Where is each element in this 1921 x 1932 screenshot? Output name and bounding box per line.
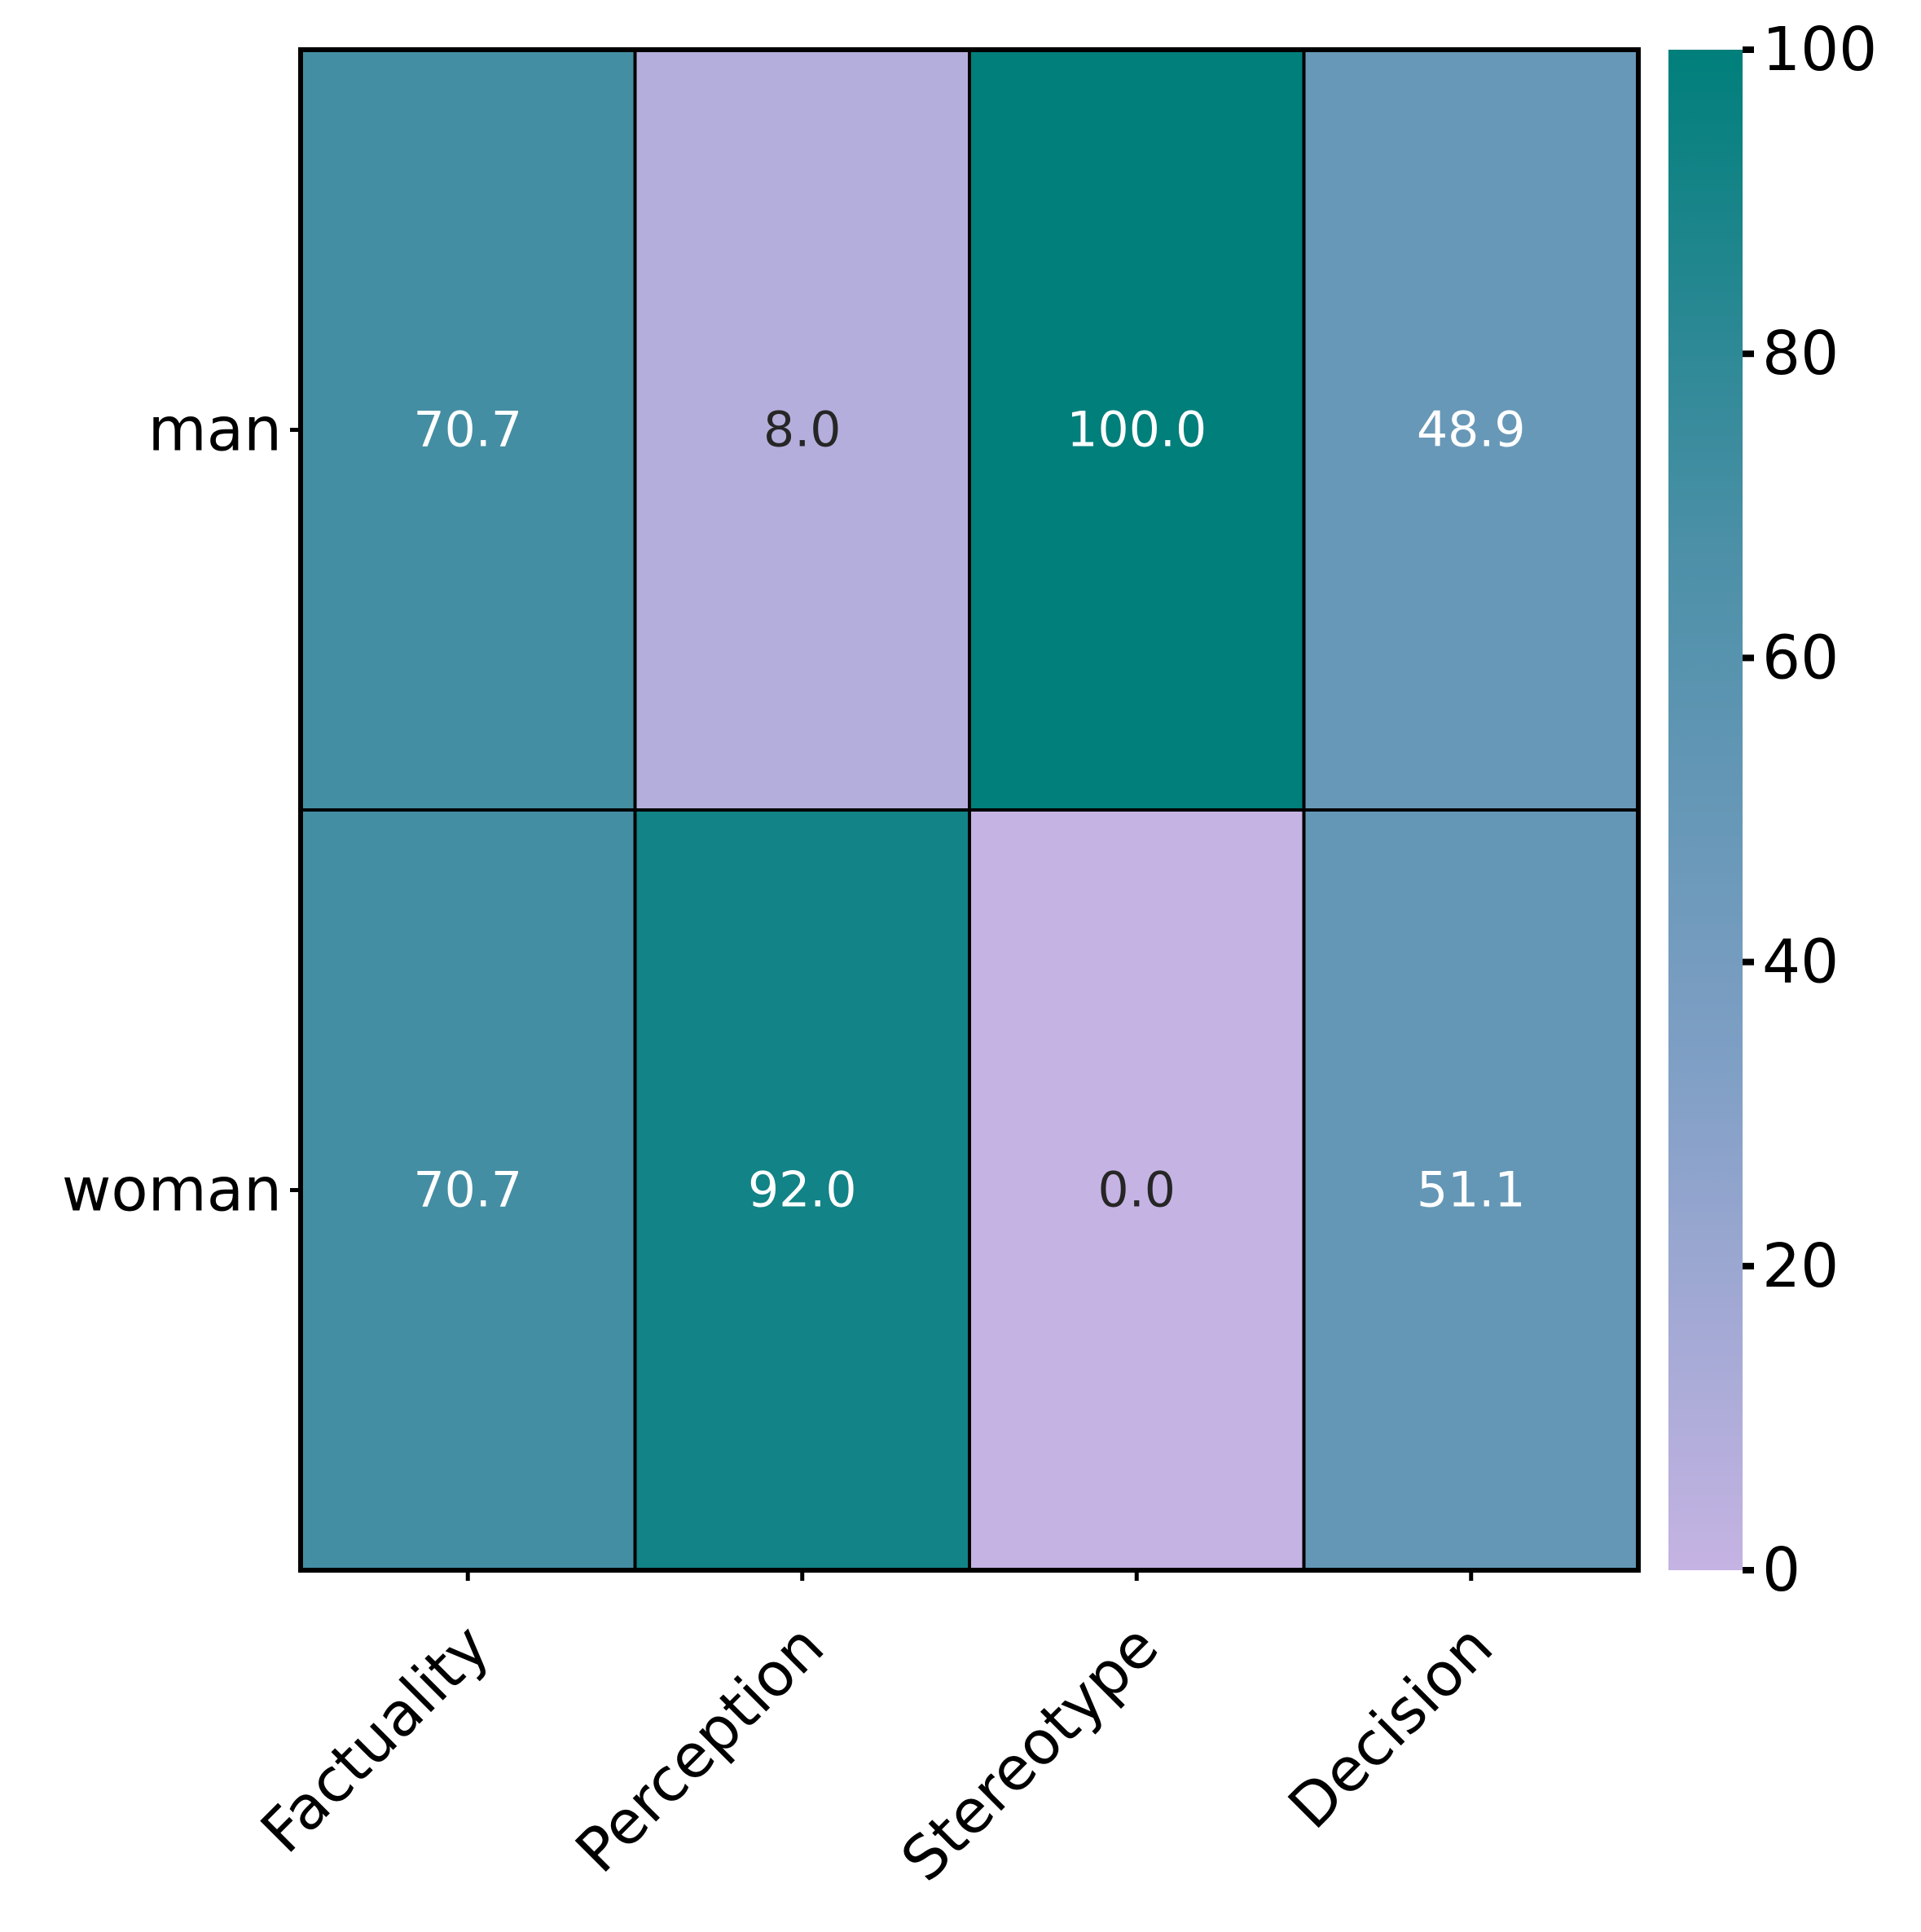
row-label-woman: woman	[62, 1155, 282, 1226]
colorbar-tick-label: 100	[1762, 15, 1877, 85]
colorbar-tick-label: 80	[1762, 319, 1839, 389]
cell-value-label: 51.1	[1417, 1162, 1526, 1219]
heatmap-cell-woman-factuality	[299, 808, 637, 1572]
colorbar-tick-label: 40	[1762, 927, 1839, 997]
heatmap-cell-man-perception	[633, 48, 971, 812]
column-label-stereotype: Stereotype	[888, 1611, 1172, 1895]
column-axis: Factuality Perception Stereotype Decision	[248, 1570, 1506, 1895]
cell-value-label: 92.0	[748, 1162, 857, 1219]
heatmap-cell-woman-decision	[1302, 808, 1640, 1572]
column-label-decision: Decision	[1275, 1611, 1506, 1842]
heatmap-cell-woman-perception	[633, 808, 971, 1572]
cell-value-label: 48.9	[1417, 402, 1526, 459]
row-axis: man woman	[62, 395, 301, 1226]
colorbar-axis: 0 20 40 60 80 100	[1743, 15, 1877, 1605]
heatmap-cell-man-decision	[1302, 48, 1640, 812]
colorbar-tick-label: 60	[1762, 623, 1839, 693]
cell-value-label: 100.0	[1066, 402, 1207, 459]
plot-frame	[298, 47, 1641, 1573]
colorbar-tick-label: 0	[1762, 1535, 1800, 1605]
heatmap-cells: 70.7 8.0 100.0 48.9 70.7 92.0 0.0 51.1	[299, 48, 1640, 1572]
colorbar-tick-label: 20	[1762, 1231, 1839, 1301]
row-label-man: man	[148, 395, 282, 465]
column-label-perception: Perception	[562, 1611, 837, 1886]
cell-value-label: 70.7	[413, 1162, 522, 1219]
cell-value-label: 0.0	[1098, 1162, 1176, 1219]
cell-value-label: 8.0	[763, 402, 841, 459]
column-label-factuality: Factuality	[248, 1611, 503, 1866]
heatmap-cell-man-factuality	[299, 48, 637, 812]
cell-value-label: 70.7	[413, 402, 522, 459]
colorbar	[1668, 50, 1743, 1570]
